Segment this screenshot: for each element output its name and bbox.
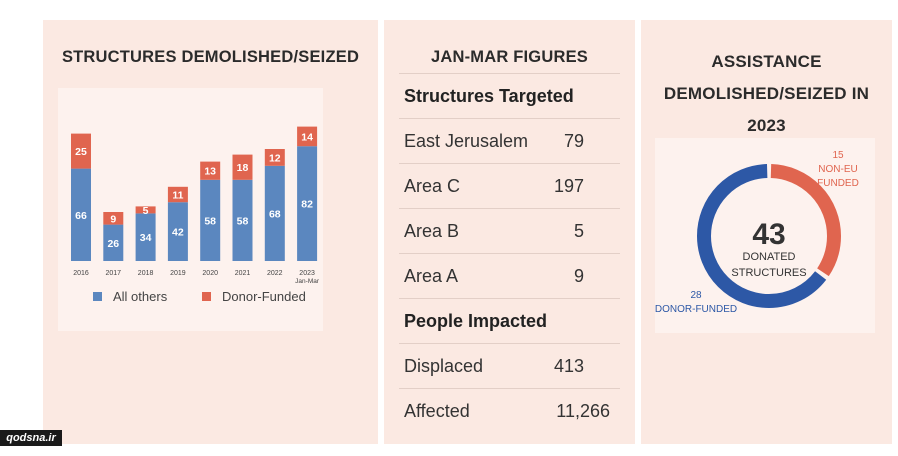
figures-row-label: Affected xyxy=(404,401,470,421)
bar-donor-funded-5 xyxy=(232,154,253,180)
donut-center-caption-0: DONATED xyxy=(743,251,796,263)
x-tick-label-0: 2016 xyxy=(73,270,89,277)
label-donor-0: 28 xyxy=(690,290,702,301)
label-all-others-6: 68 xyxy=(269,208,281,220)
label-donor-funded-5: 18 xyxy=(237,162,249,174)
bar-donor-funded-0 xyxy=(71,133,91,169)
label-donor-funded-1: 9 xyxy=(110,213,116,225)
figures-row-value: 5 xyxy=(573,221,584,241)
donut-center-value: 43 xyxy=(752,218,785,251)
legend-label-0: All others xyxy=(113,289,168,304)
bar-all-others-7 xyxy=(297,146,318,261)
figures-section-header: People Impacted xyxy=(399,298,620,343)
donut-ring xyxy=(697,164,841,308)
figures-row-value: 413 xyxy=(553,356,584,376)
label-all-others-1: 26 xyxy=(107,238,119,250)
structures-chart-panel: STRUCTURES DEMOLISHED/SEIZED 66 25 2016 26 9… xyxy=(43,20,378,444)
label-donor-funded-2: 5 xyxy=(143,205,149,217)
label-non-eu-2: FUNDED xyxy=(817,178,859,189)
x-tick-label-7: 2023 xyxy=(299,270,315,277)
figures-row-value: 11,266 xyxy=(556,401,610,421)
stacked-bar-chart: 66 25 2016 26 9 2017 34 5 2018 42 11 2019 58 13 2020 58… xyxy=(58,88,323,331)
bar-donor-funded-2 xyxy=(135,206,156,214)
figures-row: Affected 11,266 xyxy=(399,388,620,433)
label-donor-funded-4: 13 xyxy=(204,166,216,178)
x-tick-label-6: 2022 xyxy=(267,270,283,277)
legend-label-1: Donor-Funded xyxy=(222,289,306,304)
label-all-others-0: 66 xyxy=(75,210,87,222)
figures-row-label: Area A xyxy=(404,266,459,286)
label-all-others-5: 58 xyxy=(237,215,249,227)
figures-table: Structures Targeted East Jerusalem 79 Area … xyxy=(399,73,620,433)
figures-row-value: 79 xyxy=(563,131,584,151)
figures-row-label: Area C xyxy=(404,176,461,196)
legend-swatch-1 xyxy=(202,292,211,301)
figures-row: Area C 197 xyxy=(399,163,620,208)
label-non-eu-1: NON-EU xyxy=(818,164,857,175)
bar-donor-funded-6 xyxy=(264,149,285,166)
bar-all-others-0 xyxy=(71,168,91,261)
figures-row-label: East Jerusalem xyxy=(404,131,529,151)
legend-swatch-0 xyxy=(93,292,102,301)
label-donor-1: DONOR-FUNDED xyxy=(655,304,737,315)
bar-all-others-6 xyxy=(264,165,285,261)
figures-row-label: Structures Targeted xyxy=(404,86,574,106)
label-all-others-3: 42 xyxy=(172,227,184,239)
x-tick-label-4: 2020 xyxy=(202,270,218,277)
figures-row: Area A 9 xyxy=(399,253,620,298)
label-donor-funded-7: 14 xyxy=(301,131,313,143)
label-donor-funded-0: 25 xyxy=(75,146,87,158)
label-all-others-2: 34 xyxy=(140,232,152,244)
figures-title: JAN-MAR FIGURES xyxy=(430,48,588,66)
watermark-logo: qodsna.ir xyxy=(0,430,62,446)
figures-row-value: 197 xyxy=(553,176,584,196)
figures-row-label: Displaced xyxy=(404,356,484,376)
label-all-others-7: 82 xyxy=(301,199,313,211)
label-donor-funded-3: 11 xyxy=(172,190,183,202)
figures-row-value: 9 xyxy=(573,266,584,286)
label-non-eu-0: 15 xyxy=(832,150,844,161)
donut-center-caption-1: STRUCTURES xyxy=(731,267,806,279)
assistance-title: ASSISTANCE DEMOLISHED/SEIZED IN 2023 xyxy=(641,46,892,142)
bar-donor-funded-1 xyxy=(103,212,124,225)
bar-donor-funded-7 xyxy=(297,126,318,147)
bar-all-others-3 xyxy=(167,202,188,261)
assistance-title-line-2: DEMOLISHED/SEIZED IN xyxy=(663,84,870,103)
assistance-panel: ASSISTANCE DEMOLISHED/SEIZED IN 2023 43 D… xyxy=(641,20,892,444)
donut-slice-donor-funded xyxy=(697,164,841,308)
x-tick-label-7-sub: Jan-Mar xyxy=(295,278,320,285)
figures-row: Area B 5 xyxy=(399,208,620,253)
x-tick-label-2: 2018 xyxy=(138,270,154,277)
x-tick-label-3: 2019 xyxy=(170,270,186,277)
label-all-others-4: 58 xyxy=(204,215,216,227)
chart-title: STRUCTURES DEMOLISHED/SEIZED xyxy=(61,48,360,66)
bar-all-others-5 xyxy=(232,179,253,261)
figures-row-label: Area B xyxy=(404,221,460,241)
bar-donor-funded-4 xyxy=(200,161,221,180)
x-tick-label-1: 2017 xyxy=(106,270,122,277)
bar-all-others-2 xyxy=(135,213,156,261)
bar-all-others-1 xyxy=(103,224,124,261)
assistance-title-line-3: 2023 xyxy=(747,116,786,135)
bar-all-others-4 xyxy=(200,179,221,261)
figures-section-header: Structures Targeted xyxy=(399,73,620,118)
assistance-title-line-1: ASSISTANCE xyxy=(711,52,822,71)
bar-donor-funded-3 xyxy=(167,186,188,203)
x-tick-label-5: 2021 xyxy=(235,270,251,277)
label-donor-funded-6: 12 xyxy=(269,152,281,164)
figures-row: Displaced 413 xyxy=(399,343,620,388)
figures-row-label: People Impacted xyxy=(404,311,548,331)
figures-row: East Jerusalem 79 xyxy=(399,118,620,163)
jan-mar-figures-panel: JAN-MAR FIGURES Structures Targeted East … xyxy=(384,20,635,444)
donut-slice-non-eu xyxy=(697,164,841,308)
